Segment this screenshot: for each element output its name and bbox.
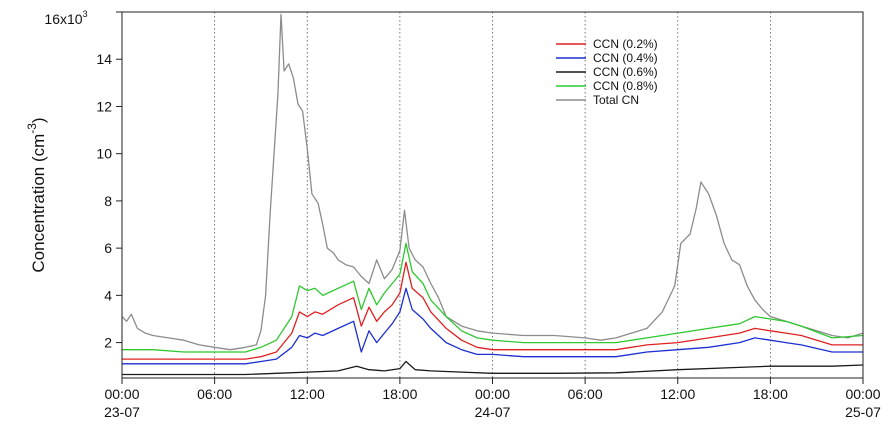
x-tick-label: 12:00 [290, 386, 325, 402]
legend-label: Total CN [593, 93, 639, 107]
series-line-ccn-0-6 [122, 360, 864, 376]
x-tick-date-label: 25-07 [845, 404, 881, 420]
x-tick-label: 06:00 [197, 386, 232, 402]
y-axis-title-text: Concentration (cm [29, 134, 48, 273]
y-multiplier-base: 16x10 [44, 11, 82, 27]
series-line-total-cn [121, 13, 864, 351]
vertical-gridlines [214, 12, 771, 378]
x-tick-date-label: 23-07 [104, 404, 140, 420]
x-axis-ticks: 00:00 23-07 06:00 12:00 18:00 00:00 24-07 06:00… [104, 378, 881, 420]
legend-label: CCN (0.6%) [593, 65, 658, 79]
y-tick-label: 8 [104, 193, 112, 209]
y-tick-label: 10 [96, 146, 112, 162]
y-multiplier-exponent: 3 [83, 9, 88, 19]
series-line-ccn-0-8 [122, 242, 864, 353]
y-tick-label: 2 [104, 335, 112, 351]
plot-frame [121, 11, 864, 379]
y-axis-title-exponent: -3 [25, 123, 39, 134]
x-tick-label: 12:00 [660, 386, 695, 402]
legend-label: CCN (0.4%) [593, 51, 658, 65]
x-tick-label: 00:00 [104, 386, 139, 402]
x-tick-label: 06:00 [568, 386, 603, 402]
y-axis-title: Concentration (cm-3) [25, 117, 48, 272]
y-tick-label: 14 [96, 51, 112, 67]
legend-label: CCN (0.2%) [593, 37, 658, 51]
y-axis-ticks: 2 4 6 8 10 12 14 [96, 11, 122, 351]
x-tick-label: 00:00 [475, 386, 510, 402]
x-tick-label: 18:00 [753, 386, 788, 402]
series-line-ccn-0-2 [122, 261, 863, 360]
x-tick-date-label: 24-07 [475, 404, 511, 420]
y-tick-label: 6 [104, 240, 112, 256]
series-lines [121, 13, 864, 376]
legend: CCN (0.2%)CCN (0.4%)CCN (0.6%)CCN (0.8%)… [556, 37, 658, 107]
y-tick-label: 4 [104, 287, 112, 303]
y-tick-label: 12 [96, 98, 112, 114]
series-line-ccn-0-4 [122, 287, 863, 365]
y-axis-title-close: ) [29, 117, 48, 123]
x-tick-label: 18:00 [382, 386, 417, 402]
x-tick-label: 00:00 [845, 386, 880, 402]
legend-label: CCN (0.8%) [593, 79, 658, 93]
y-axis-multiplier: 16x103 [44, 9, 87, 27]
